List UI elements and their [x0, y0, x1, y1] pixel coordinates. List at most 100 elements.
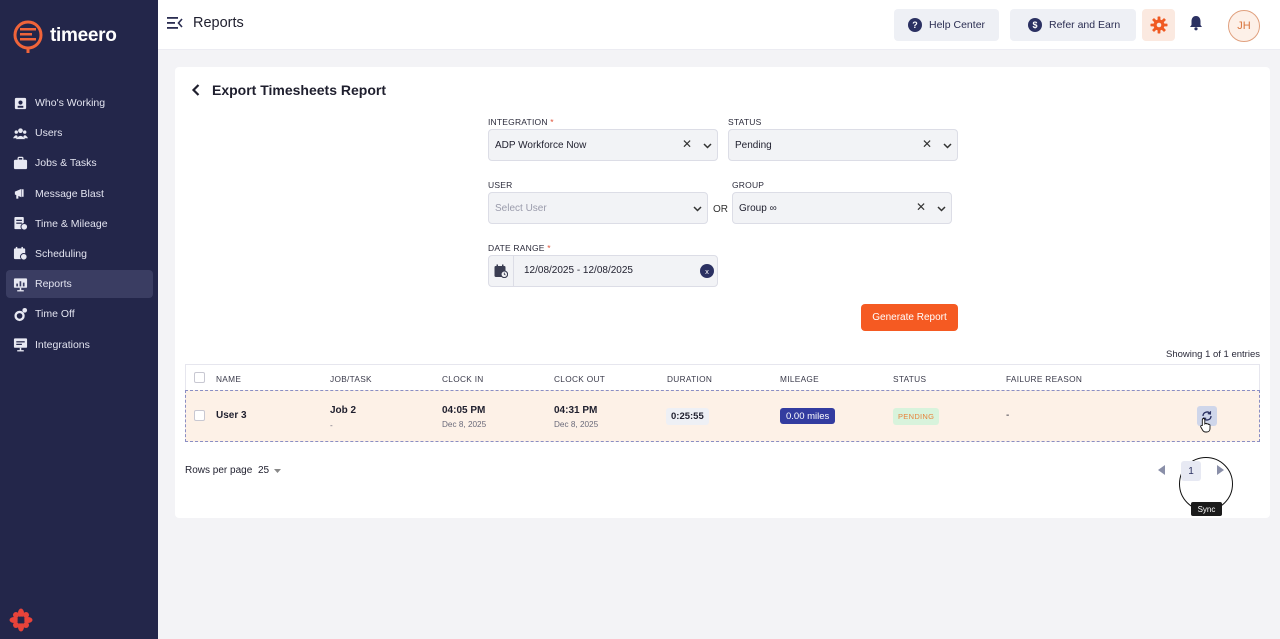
report-title: Export Timesheets Report — [212, 82, 387, 98]
brand[interactable]: timeero — [12, 18, 117, 54]
rows-per-page-select[interactable]: 25 — [258, 465, 270, 476]
sidebar-item-integrations[interactable]: Integrations — [6, 331, 153, 359]
integration-label: INTEGRATION * — [488, 117, 554, 127]
sidebar-nav: Who's Working Users Jobs & Tasks Message… — [6, 89, 153, 361]
dollar-icon: $ — [1028, 18, 1042, 32]
row-task: - — [330, 421, 333, 430]
or-label: OR — [713, 204, 728, 215]
chevron-down-icon — [937, 206, 946, 212]
column-header[interactable]: STATUS — [893, 374, 927, 384]
refer-and-earn-button[interactable]: $ Refer and Earn — [1010, 9, 1137, 41]
column-header[interactable]: CLOCK IN — [442, 374, 484, 384]
column-header[interactable]: JOB/TASK — [330, 374, 372, 384]
status-value: Pending — [735, 139, 772, 151]
sync-tooltip: Sync — [1191, 502, 1222, 516]
group-select[interactable]: Group ∞ ✕ — [732, 192, 952, 224]
back-arrow-icon[interactable] — [191, 84, 201, 96]
sidebar-item-label: Integrations — [35, 338, 90, 351]
help-center-button[interactable]: ? Help Center — [894, 9, 1000, 41]
sidebar-item-time-mileage[interactable]: Time & Mileage — [6, 210, 153, 238]
sidebar-item-users[interactable]: Users — [6, 119, 153, 147]
sidebar-item-label: Time & Mileage — [35, 217, 108, 230]
mouse-pointer-icon — [1200, 418, 1211, 433]
row-status-badge: PENDING — [893, 408, 940, 425]
status-select[interactable]: Pending ✕ — [728, 129, 958, 161]
column-header[interactable]: DURATION — [667, 374, 713, 384]
sidebar-item-label: Message Blast — [35, 187, 104, 200]
row-clock-out-date: Dec 8, 2025 — [554, 420, 599, 429]
clear-integration-icon[interactable]: ✕ — [682, 137, 693, 151]
flower-icon[interactable] — [9, 608, 33, 632]
row-mileage-badge[interactable]: 0.00 miles — [780, 408, 836, 424]
sidebar-item-label: Time Off — [35, 308, 75, 321]
megaphone-icon — [12, 186, 28, 202]
row-clock-in-time: 04:05 PM — [442, 405, 486, 416]
column-header[interactable]: FAILURE REASON — [1006, 374, 1083, 384]
row-job: Job 2 — [330, 405, 357, 416]
user-avatar[interactable]: JH — [1228, 10, 1260, 42]
date-range-label: DATE RANGE * — [488, 243, 551, 253]
sidebar-item-label: Reports — [35, 278, 72, 291]
help-icon: ? — [908, 18, 922, 32]
sidebar-item-reports[interactable]: Reports — [6, 270, 153, 299]
clear-date-button[interactable]: x — [700, 264, 714, 278]
user-label: USER — [488, 180, 513, 190]
report-card: Export Timesheets Report INTEGRATION * A… — [175, 67, 1270, 518]
group-label: GROUP — [732, 180, 765, 190]
row-clock-in-date: Dec 8, 2025 — [442, 420, 487, 429]
table-header: NAME JOB/TASK CLOCK IN CLOCK OUT DURATIO… — [185, 364, 1260, 391]
calendar-clock-icon — [12, 246, 28, 262]
column-header[interactable]: MILEAGE — [780, 374, 819, 384]
date-range-input[interactable]: 12/08/2025 - 12/08/2025 x — [488, 255, 718, 287]
table-row[interactable]: User 3 Job 2 - 04:05 PM Dec 8, 2025 04:3… — [185, 390, 1260, 442]
sidebar-item-whos-working[interactable]: Who's Working — [6, 89, 153, 117]
users-icon — [12, 125, 28, 141]
entries-count: Showing 1 of 1 entries — [1165, 349, 1260, 360]
settings-button[interactable] — [1142, 9, 1175, 41]
integration-value: ADP Workforce Now — [495, 139, 587, 151]
user-placeholder: Select User — [495, 202, 547, 214]
menu-collapse-icon[interactable] — [167, 16, 183, 30]
brand-name: timeero — [50, 25, 117, 46]
user-clock-icon — [12, 95, 28, 111]
sidebar-item-scheduling[interactable]: Scheduling — [6, 240, 153, 268]
sidebar-item-label: Scheduling — [35, 247, 87, 260]
rows-per-page-label: Rows per page — [185, 465, 253, 476]
group-value: Group ∞ — [739, 202, 777, 214]
column-header[interactable]: CLOCK OUT — [554, 374, 606, 384]
page-number-button[interactable]: 1 — [1181, 461, 1201, 481]
caret-down-icon[interactable] — [274, 469, 281, 473]
sidebar-item-jobs-tasks[interactable]: Jobs & Tasks — [6, 149, 153, 177]
row-checkbox[interactable] — [194, 410, 205, 421]
chevron-down-icon — [693, 206, 702, 212]
sidebar-item-label: Users — [35, 127, 63, 140]
timesheet-icon — [12, 216, 28, 232]
notifications-bell-icon[interactable] — [1189, 15, 1203, 31]
reports-icon — [12, 276, 28, 292]
select-all-checkbox[interactable] — [194, 372, 205, 383]
chevron-down-icon — [703, 143, 712, 149]
clear-group-icon[interactable]: ✕ — [916, 200, 927, 214]
sidebar-item-label: Who's Working — [35, 97, 106, 109]
calendar-icon — [494, 264, 508, 278]
sidebar-item-label: Jobs & Tasks — [35, 157, 97, 170]
date-icon-container — [489, 256, 514, 286]
time-off-icon — [12, 306, 28, 322]
sidebar-item-time-off[interactable]: Time Off — [6, 300, 153, 328]
row-duration: 0:25:55 — [666, 408, 709, 425]
generate-report-button[interactable]: Generate Report — [861, 304, 958, 331]
briefcase-icon — [12, 155, 28, 171]
next-page-icon[interactable] — [1216, 465, 1224, 475]
sidebar: timeero Who's Working Users Jobs & Tasks… — [0, 0, 158, 639]
sidebar-item-message-blast[interactable]: Message Blast — [6, 180, 153, 208]
row-clock-out-time: 04:31 PM — [554, 405, 598, 416]
column-header[interactable]: NAME — [216, 374, 242, 384]
help-center-label: Help Center — [929, 19, 986, 31]
clear-status-icon[interactable]: ✕ — [922, 137, 933, 151]
integration-select[interactable]: ADP Workforce Now ✕ — [488, 129, 718, 161]
row-failure-reason: - — [1006, 410, 1010, 421]
top-bar: Reports ? Help Center $ Refer and Earn — [158, 0, 1280, 50]
timeero-logo-icon — [13, 20, 43, 53]
user-select[interactable]: Select User — [488, 192, 708, 224]
previous-page-icon[interactable] — [1158, 465, 1166, 475]
